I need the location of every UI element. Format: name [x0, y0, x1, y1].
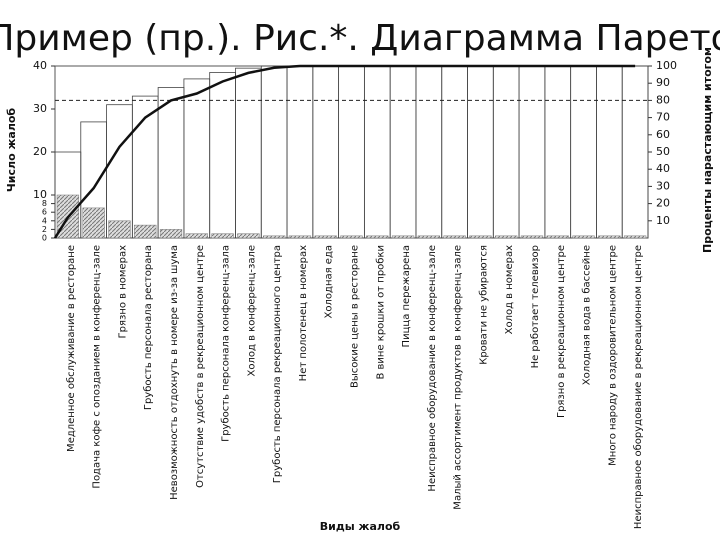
y-tick-label: 30 — [33, 102, 47, 115]
y2-tick-label: 30 — [656, 179, 670, 192]
bar — [495, 235, 518, 239]
x-tick-label: Нет полотенец в номерах — [298, 245, 309, 381]
x-tick-label: Пицца пережарена — [401, 245, 412, 347]
outline-bar — [338, 65, 365, 239]
plot-frame — [54, 65, 649, 239]
outline-bar — [415, 65, 443, 239]
y2-tick-label: 60 — [656, 128, 670, 141]
outline-bar — [106, 104, 133, 239]
bar — [340, 235, 363, 239]
y-tick-label: 4 — [42, 216, 47, 225]
y-tick-label: 20 — [33, 145, 47, 158]
outline-bar — [286, 65, 314, 239]
outline-bar — [544, 65, 572, 239]
bar — [82, 207, 105, 239]
y2-tick-label: 10 — [656, 214, 670, 227]
outline-bar — [389, 65, 417, 239]
x-tick-label: Грязно в номерах — [117, 245, 128, 339]
x-tick-label: Кровати не убираются — [478, 245, 489, 365]
y-tick-label: 8 — [42, 199, 47, 208]
outline-bar — [518, 65, 546, 239]
x-tick-label: Подача кофе с опозданием в конференц-зал… — [92, 245, 103, 489]
outline-bar — [209, 72, 236, 239]
y2-tick-label: 90 — [656, 76, 670, 89]
y2-tick-label: 100 — [656, 59, 677, 72]
bar — [211, 233, 234, 239]
x-tick-label: Холод в конференц-зале — [246, 245, 257, 376]
bar — [263, 235, 286, 239]
x-tick-label: Холод в номерах — [504, 245, 515, 334]
outline-bar — [157, 87, 185, 239]
x-tick-label: Много народу в оздоровительном центре — [607, 245, 618, 466]
bar — [134, 224, 157, 239]
bar — [469, 235, 492, 239]
x-tick-label: Высокие цены в ресторане — [350, 245, 361, 388]
x-tick-label: Грубость персонала ресторана — [143, 245, 154, 410]
chart-title: Пример (пр.). Рис.*. Диаграмма Парето — [0, 18, 720, 59]
y2-tick-label: 50 — [656, 145, 670, 158]
cumulative-line — [53, 64, 636, 239]
outline-bar — [235, 67, 262, 239]
x-tick-label: Малый ассортимент продуктов в конференц-… — [453, 245, 464, 510]
bar — [598, 235, 621, 239]
y-tick-label: 6 — [42, 208, 47, 217]
y2-axis-label: Проценты нарастающим итогом — [701, 47, 714, 253]
x-tick-label: Грубость персонала конференц-зала — [221, 245, 232, 442]
x-tick-label: Отсутствие удобств в рекреационном центр… — [195, 245, 206, 488]
x-tick-label: Не работает телевизор — [530, 245, 541, 368]
outline-bar — [363, 65, 391, 239]
y2-tick-label: 40 — [656, 162, 670, 175]
bar — [108, 220, 131, 239]
y-tick-label: 40 — [33, 59, 47, 72]
bar — [443, 235, 466, 239]
x-tick-label: Медленное обслуживание в ресторане — [66, 245, 77, 452]
x-tick-label: Холодная вода в бассейне — [582, 245, 593, 385]
x-tick-label: Неисправное оборудование в рекреационном… — [633, 245, 644, 529]
bar — [366, 235, 389, 239]
bar — [572, 235, 595, 239]
bar — [237, 233, 260, 239]
outline-bar — [492, 65, 520, 239]
bar — [391, 235, 415, 239]
outline-bar — [260, 65, 288, 239]
y2-tick-label: 80 — [656, 93, 670, 106]
outline-bar — [312, 65, 340, 239]
y-tick-label: 10 — [33, 188, 47, 201]
outline-bar — [621, 65, 649, 239]
bar — [623, 235, 647, 239]
x-tick-label: Грязно в рекреационном центре — [556, 245, 567, 418]
y-tick-label: 0 — [42, 234, 47, 243]
y-tick-label: 2 — [42, 225, 47, 234]
y2-tick-label: 70 — [656, 111, 670, 124]
outline-bar — [183, 78, 211, 239]
bar — [159, 229, 183, 239]
x-tick-label: Невозможность отдохнуть в номере из-за ш… — [169, 245, 180, 500]
bar — [417, 235, 440, 239]
x-tick-label: Неисправное оборудование в конференц-зал… — [427, 245, 438, 492]
y2-tick-label: 20 — [656, 197, 670, 210]
x-tick-label: Грубость персонала рекреационного центра — [272, 245, 283, 483]
x-tick-label: Холодная еда — [324, 245, 335, 318]
outline-bar — [570, 65, 597, 239]
bar — [546, 235, 569, 239]
y-axis-label: Число жалоб — [5, 108, 18, 193]
bar — [288, 235, 312, 239]
x-axis-label: Виды жалоб — [320, 520, 401, 533]
outline-bar — [441, 65, 468, 239]
bar — [314, 235, 337, 239]
bar — [520, 235, 544, 239]
x-tick-label: В вине крошки от пробки — [375, 245, 386, 380]
bar — [185, 233, 208, 239]
outline-bar — [467, 65, 494, 239]
outline-bar — [596, 65, 623, 239]
